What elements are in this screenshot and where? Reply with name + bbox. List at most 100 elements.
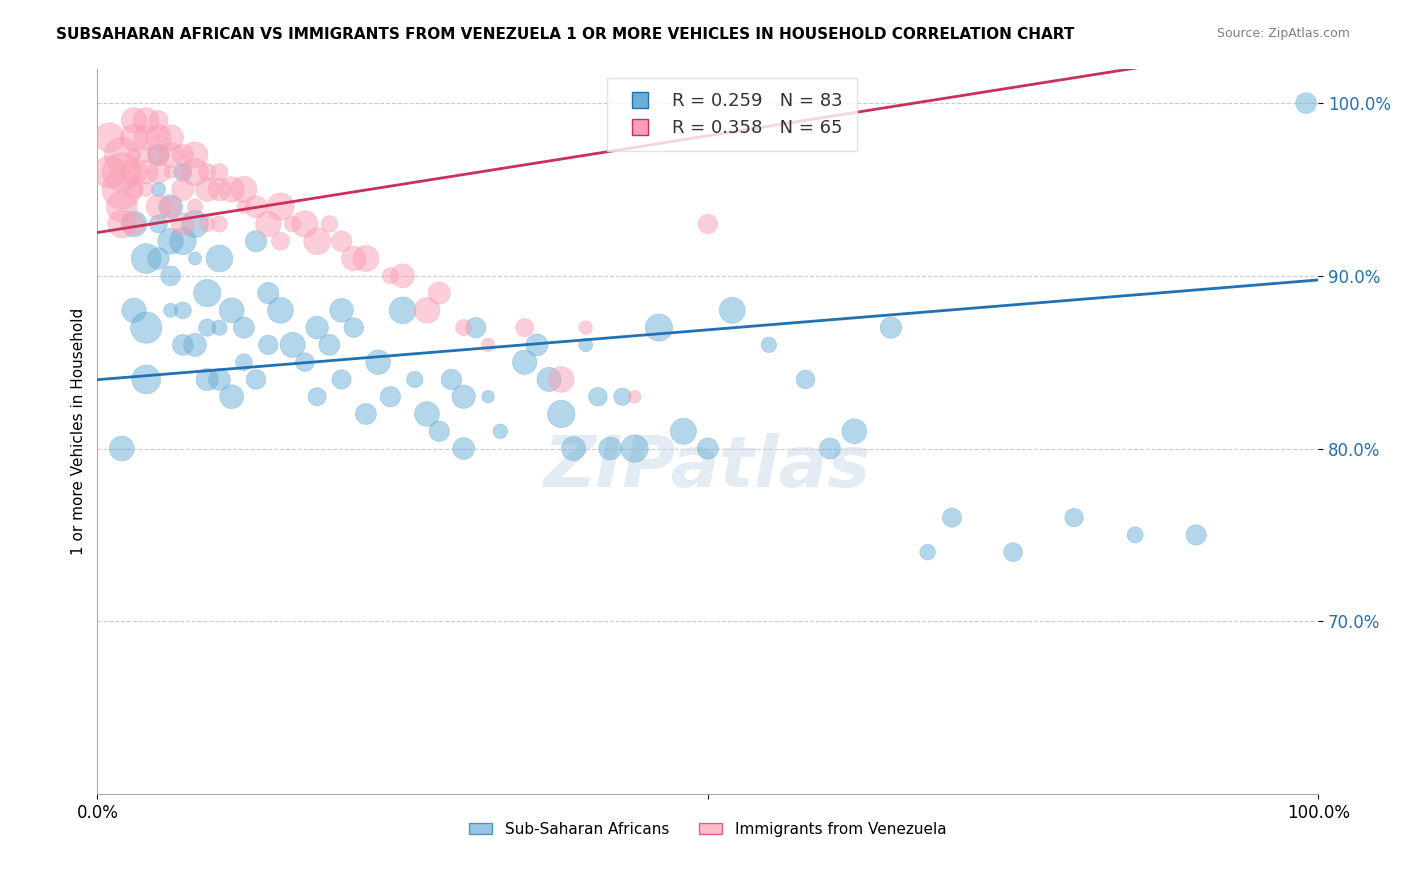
Point [111,442,134,456]
Point [184,217,207,231]
Point [232,182,254,196]
Point [477,338,499,352]
Point [135,113,157,128]
Point [513,355,536,369]
Point [148,148,170,162]
Point [184,165,207,179]
Point [464,320,486,334]
Point [672,424,695,438]
Point [159,303,181,318]
Point [122,165,145,179]
Point [208,217,231,231]
Point [294,355,316,369]
Point [318,217,340,231]
Point [489,424,512,438]
Point [648,320,671,334]
Point [453,390,475,404]
Point [307,320,329,334]
Point [172,234,194,248]
Point [135,320,157,334]
Point [159,200,181,214]
Point [354,407,377,421]
Point [195,320,218,334]
Text: SUBSAHARAN AFRICAN VS IMMIGRANTS FROM VENEZUELA 1 OR MORE VEHICLES IN HOUSEHOLD : SUBSAHARAN AFRICAN VS IMMIGRANTS FROM VE… [56,27,1074,42]
Point [98,130,121,145]
Point [172,217,194,231]
Point [111,182,134,196]
Point [111,217,134,231]
Point [148,200,170,214]
Point [195,165,218,179]
Point [623,442,645,456]
Point [818,442,841,456]
Point [122,148,145,162]
Point [330,372,353,386]
Point [550,407,572,421]
Point [354,252,377,266]
Point [245,200,267,214]
Point [330,234,353,248]
Point [257,286,280,301]
Point [427,286,450,301]
Point [148,252,170,266]
Point [208,252,231,266]
Point [159,200,181,214]
Point [172,182,194,196]
Point [453,320,475,334]
Point [696,217,718,231]
Point [184,148,207,162]
Point [257,217,280,231]
Point [159,165,181,179]
Point [844,424,866,438]
Point [122,182,145,196]
Point [380,268,402,283]
Point [453,442,475,456]
Point [427,424,450,438]
Point [159,130,181,145]
Point [696,442,718,456]
Point [721,303,744,318]
Point [294,217,316,231]
Point [586,390,609,404]
Point [330,303,353,318]
Point [172,338,194,352]
Point [122,113,145,128]
Point [477,390,499,404]
Point [1295,96,1317,111]
Point [758,338,780,352]
Point [416,303,439,318]
Point [232,320,254,334]
Point [538,372,561,386]
Point [269,200,291,214]
Point [135,252,157,266]
Point [148,217,170,231]
Point [1185,528,1208,542]
Point [550,372,572,386]
Text: ZIPatlas: ZIPatlas [544,433,872,502]
Point [135,130,157,145]
Point [232,200,254,214]
Point [159,148,181,162]
Point [526,338,548,352]
Point [184,338,207,352]
Point [195,217,218,231]
Point [148,113,170,128]
Point [111,165,134,179]
Point [148,165,170,179]
Point [148,130,170,145]
Point [367,355,389,369]
Point [269,234,291,248]
Point [148,182,170,196]
Point [159,234,181,248]
Point [562,442,585,456]
Point [135,165,157,179]
Point [343,252,366,266]
Point [941,510,963,524]
Point [440,372,463,386]
Point [257,338,280,352]
Point [135,182,157,196]
Y-axis label: 1 or more Vehicles in Household: 1 or more Vehicles in Household [72,308,86,555]
Point [195,372,218,386]
Point [391,303,413,318]
Legend: Sub-Saharan Africans, Immigrants from Venezuela: Sub-Saharan Africans, Immigrants from Ve… [461,814,953,845]
